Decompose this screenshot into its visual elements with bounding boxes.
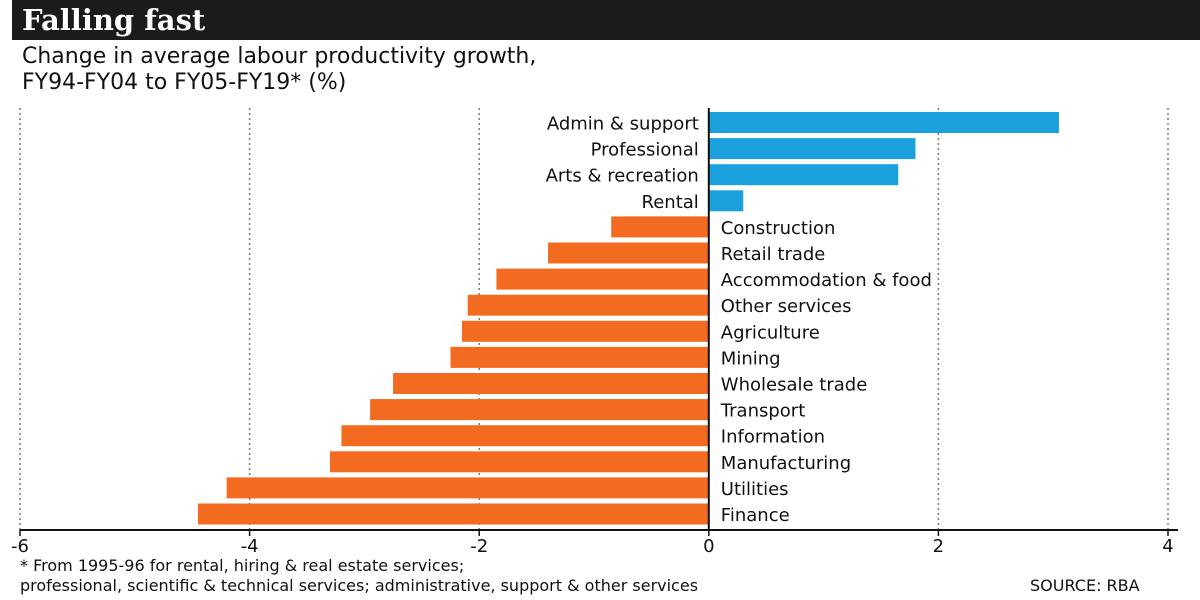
bar	[450, 346, 709, 368]
bar	[548, 242, 709, 264]
category-label: Transport	[720, 401, 805, 422]
bar	[370, 399, 709, 421]
category-label: Agriculture	[721, 322, 820, 343]
x-tick-label: 0	[703, 536, 714, 557]
category-label: Rental	[642, 192, 699, 213]
chart-subtitle: Change in average labour productivity gr…	[22, 44, 1172, 96]
category-label: Admin & support	[547, 114, 699, 135]
footnote-line-2: professional, scientific & technical ser…	[20, 576, 699, 595]
category-label: Finance	[721, 505, 790, 526]
category-label: Arts & recreation	[546, 166, 699, 187]
bar	[708, 138, 916, 160]
footnote-line-1: * From 1995-96 for rental, hiring & real…	[20, 556, 465, 575]
bar	[496, 268, 709, 290]
category-label: Mining	[721, 348, 781, 369]
category-label: Utilities	[721, 479, 789, 500]
x-tick-label: -6	[11, 536, 29, 557]
category-label: Accommodation & food	[721, 270, 932, 291]
bar	[226, 477, 709, 499]
category-label: Retail trade	[721, 244, 826, 265]
category-label: Other services	[721, 296, 852, 317]
title-bar: Falling fast	[12, 0, 1200, 40]
footnote: * From 1995-96 for rental, hiring & real…	[20, 556, 698, 596]
bar	[393, 373, 709, 394]
bar	[197, 503, 709, 525]
category-label: Professional	[591, 140, 699, 161]
subtitle-line-2: FY94-FY04 to FY05-FY19* (%)	[22, 70, 347, 95]
bar	[329, 451, 709, 473]
category-label: Construction	[721, 218, 836, 239]
x-tick-label: 2	[933, 536, 944, 557]
bar	[708, 164, 899, 186]
subtitle-line-1: Change in average labour productivity gr…	[22, 44, 537, 69]
source-credit: SOURCE: RBA	[1030, 576, 1140, 595]
bar	[611, 216, 709, 238]
chart-title: Falling fast	[22, 3, 206, 37]
category-label: Wholesale trade	[721, 375, 868, 396]
bar	[708, 112, 1059, 133]
bar	[341, 425, 709, 447]
bar	[467, 294, 709, 316]
x-tick-label: 4	[1162, 536, 1173, 557]
x-tick-label: -2	[470, 536, 488, 557]
category-label: Information	[721, 427, 825, 448]
bar	[461, 320, 709, 342]
bar	[708, 190, 744, 212]
x-tick-label: -4	[241, 536, 259, 557]
category-label: Manufacturing	[721, 453, 851, 474]
